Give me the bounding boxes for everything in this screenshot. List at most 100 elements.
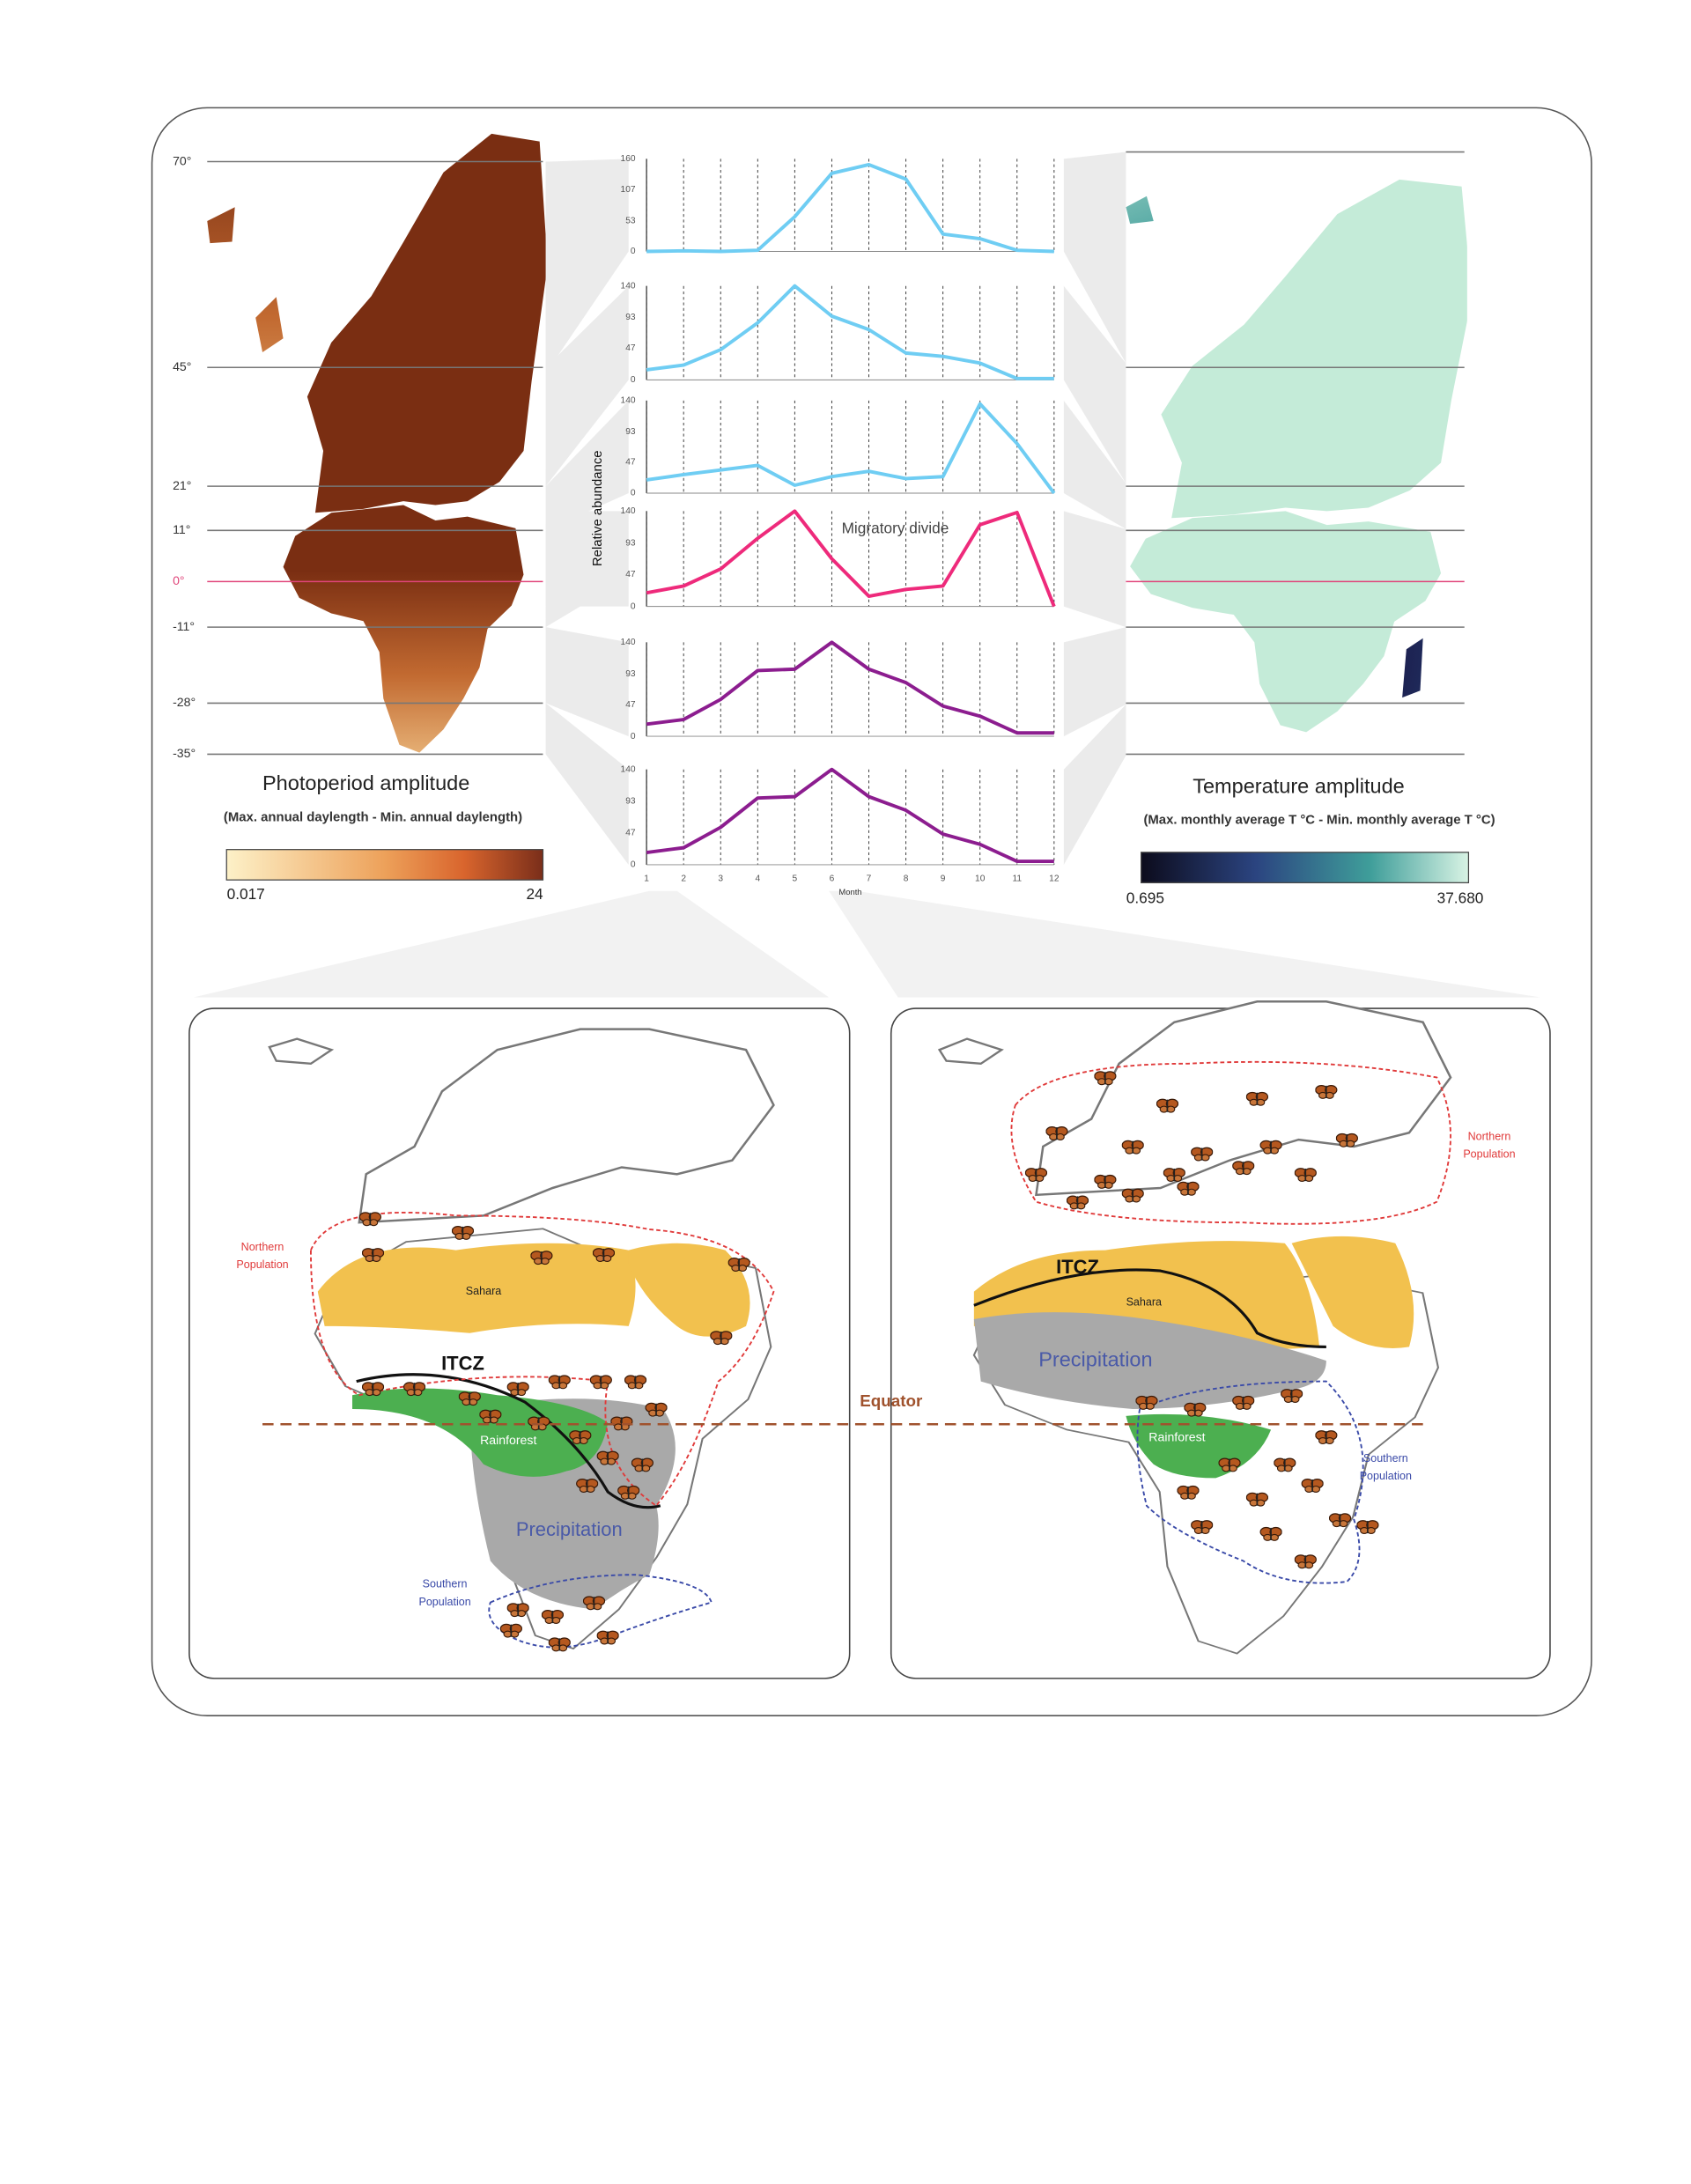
latitude-label: 70° bbox=[173, 153, 191, 167]
y-tick-label: 47 bbox=[625, 828, 636, 837]
latitude-lines: 70° 45° 21° 11° 0° -11° -28° -35° bbox=[173, 153, 543, 760]
butterfly bbox=[631, 1457, 654, 1472]
y-tick-label: 47 bbox=[625, 700, 636, 710]
butterfly bbox=[1315, 1084, 1338, 1100]
y-tick-label: 93 bbox=[625, 538, 636, 548]
butterfly bbox=[1274, 1457, 1296, 1472]
y-tick-label: 140 bbox=[621, 396, 636, 406]
butterfly bbox=[1301, 1478, 1324, 1494]
y-tick-label: 47 bbox=[625, 457, 636, 467]
population-label: Northern bbox=[241, 1241, 284, 1253]
annotation: Migratory divide bbox=[842, 519, 949, 536]
y-tick-label: 47 bbox=[625, 570, 636, 579]
population-label: Population bbox=[236, 1258, 288, 1271]
butterfly bbox=[1259, 1140, 1282, 1155]
butterfly bbox=[1121, 1188, 1144, 1203]
y-tick-label: 140 bbox=[621, 281, 636, 291]
y-tick-label: 0 bbox=[631, 375, 636, 385]
x-tick-label: 6 bbox=[830, 874, 835, 883]
butterfly bbox=[617, 1485, 640, 1501]
butterfly bbox=[1328, 1513, 1352, 1528]
butterfly bbox=[624, 1375, 647, 1390]
colorbar-min: 0.017 bbox=[227, 885, 265, 903]
abundance-line bbox=[646, 640, 1054, 735]
y-tick-label: 0 bbox=[631, 732, 636, 742]
y-tick-label: 53 bbox=[625, 216, 636, 225]
latitude-label: -28° bbox=[173, 695, 196, 709]
butterfly bbox=[1315, 1429, 1338, 1445]
latitude-label: 0° bbox=[173, 573, 185, 587]
butterfly bbox=[1121, 1140, 1144, 1155]
chart-background bbox=[646, 285, 1054, 380]
butterfly bbox=[1177, 1485, 1200, 1501]
region-label: Sahara bbox=[1126, 1296, 1162, 1309]
butterfly bbox=[479, 1409, 502, 1424]
chart-background bbox=[646, 511, 1054, 607]
butterfly bbox=[1184, 1402, 1207, 1417]
region-label: Sahara bbox=[466, 1285, 501, 1297]
population-label: Population bbox=[1463, 1148, 1515, 1161]
butterfly bbox=[592, 1247, 616, 1263]
butterfly bbox=[361, 1247, 385, 1263]
migration-map: Northern Population Sahara ITCZ Rainfore… bbox=[188, 1007, 851, 1679]
population-label: Southern bbox=[423, 1577, 468, 1590]
abundance-charts: 053107160047931400479314004793140Relativ… bbox=[591, 154, 1060, 896]
y-tick-label: 93 bbox=[625, 669, 636, 679]
population-label: Southern bbox=[1363, 1452, 1408, 1465]
photoperiod-map bbox=[207, 133, 546, 753]
butterfly bbox=[1163, 1167, 1185, 1183]
x-tick-label: 5 bbox=[793, 874, 798, 883]
temperature-map bbox=[1126, 179, 1467, 733]
butterfly bbox=[451, 1225, 475, 1241]
funnel bbox=[829, 890, 1540, 998]
butterfly bbox=[1218, 1457, 1241, 1472]
y-tick-label: 107 bbox=[621, 185, 636, 195]
x-tick-label: 4 bbox=[755, 874, 760, 883]
map-title: Photoperiod amplitude bbox=[262, 771, 469, 794]
y-tick-label: 0 bbox=[631, 601, 636, 611]
butterfly bbox=[530, 1251, 553, 1265]
chart-background bbox=[646, 159, 1054, 252]
population-label: Population bbox=[418, 1596, 470, 1608]
butterfly bbox=[1066, 1195, 1089, 1210]
y-tick-label: 47 bbox=[625, 343, 636, 353]
y-tick-label: 93 bbox=[625, 313, 636, 322]
y-tick-label: 140 bbox=[621, 764, 636, 774]
map-subtitle: (Max. annual daylength - Min. annual day… bbox=[224, 811, 522, 825]
butterfly bbox=[596, 1630, 619, 1645]
butterfly bbox=[358, 1212, 381, 1227]
map-subtitle: (Max. monthly average T °C - Min. monthl… bbox=[1143, 814, 1495, 828]
chart-background bbox=[646, 400, 1054, 493]
x-axis-label: Month bbox=[838, 887, 861, 896]
butterfly bbox=[576, 1478, 599, 1494]
butterfly bbox=[1245, 1091, 1268, 1106]
butterfly bbox=[1259, 1526, 1282, 1542]
butterfly bbox=[1294, 1167, 1317, 1183]
butterfly bbox=[548, 1375, 571, 1390]
butterfly bbox=[548, 1637, 571, 1652]
y-tick-label: 160 bbox=[621, 154, 636, 164]
butterfly bbox=[1232, 1161, 1255, 1176]
butterfly bbox=[589, 1375, 612, 1390]
butterfly bbox=[541, 1609, 564, 1625]
region-label: Rainforest bbox=[1148, 1430, 1205, 1444]
x-tick-label: 9 bbox=[941, 874, 946, 883]
itcz-label: ITCZ bbox=[1056, 1256, 1099, 1278]
colorbar-max: 24 bbox=[526, 885, 543, 903]
abundance-line bbox=[646, 402, 1056, 495]
region-label: Precipitation bbox=[516, 1518, 623, 1540]
abundance-line bbox=[646, 767, 1054, 864]
region-label: Rainforest bbox=[480, 1433, 536, 1447]
abundance-line bbox=[646, 509, 1056, 608]
colorbar bbox=[1141, 852, 1470, 883]
funnel bbox=[193, 890, 830, 998]
butterfly bbox=[596, 1450, 619, 1465]
y-tick-label: 140 bbox=[621, 638, 636, 647]
population-label: Northern bbox=[1468, 1130, 1511, 1142]
latitude-label: 21° bbox=[173, 478, 191, 492]
y-axis-label: Relative abundance bbox=[591, 450, 605, 566]
butterfly bbox=[361, 1382, 385, 1397]
butterfly bbox=[569, 1429, 592, 1445]
butterfly bbox=[1294, 1554, 1317, 1569]
